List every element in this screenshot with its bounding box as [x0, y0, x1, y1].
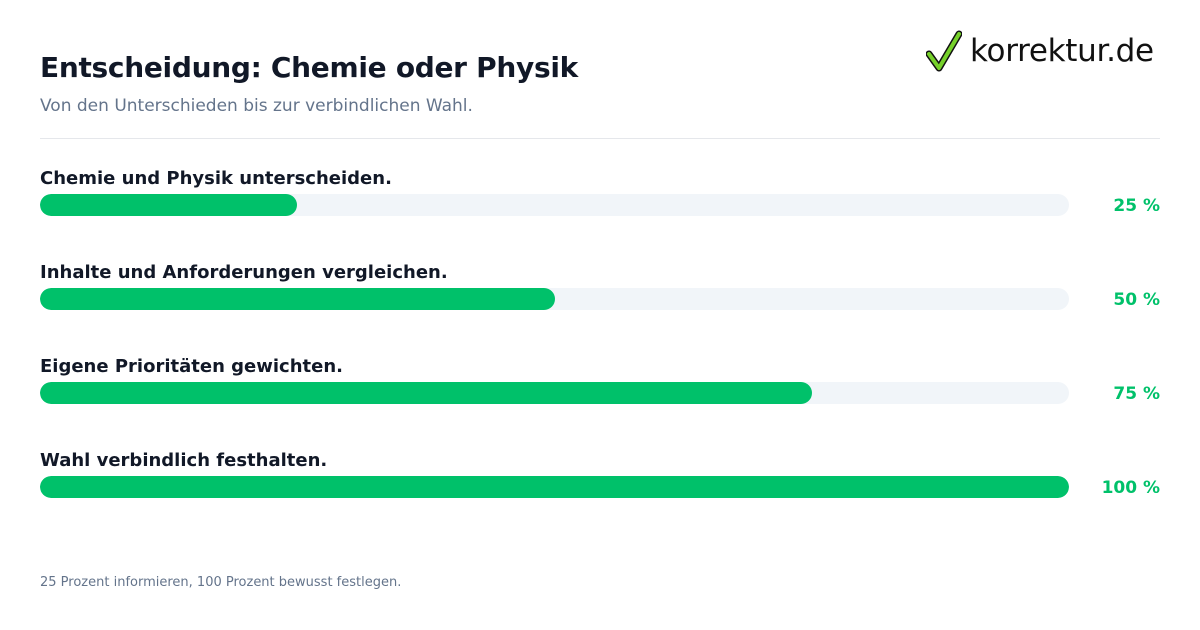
step-label: Eigene Prioritäten gewichten. [40, 356, 343, 377]
page-title: Entscheidung: Chemie oder Physik [40, 51, 578, 84]
step-label: Inhalte und Anforderungen vergleichen. [40, 262, 448, 283]
page-subtitle: Von den Unterschieden bis zur verbindlic… [40, 96, 473, 116]
progress-fill [40, 382, 812, 404]
progress-fill [40, 476, 1069, 498]
checkmark-icon [926, 30, 962, 72]
progress-step: Inhalte und Anforderungen vergleichen. 5… [40, 262, 1160, 322]
progress-fill [40, 288, 555, 310]
progress-step: Eigene Prioritäten gewichten. 75 % [40, 356, 1160, 416]
progress-percent: 100 % [1101, 478, 1160, 498]
progress-step: Wahl verbindlich festhalten. 100 % [40, 450, 1160, 510]
step-label: Chemie und Physik unterscheiden. [40, 168, 392, 189]
progress-fill [40, 194, 298, 216]
progress-percent: 50 % [1113, 290, 1160, 310]
progress-percent: 75 % [1113, 384, 1160, 404]
progress-track [40, 382, 1069, 404]
progress-track [40, 194, 1069, 216]
progress-track [40, 476, 1069, 498]
progress-track [40, 288, 1069, 310]
progress-percent: 25 % [1113, 196, 1160, 216]
brand-logo-text: korrektur.de [970, 33, 1154, 69]
progress-step: Chemie und Physik unterscheiden. 25 % [40, 168, 1160, 228]
footer-note: 25 Prozent informieren, 100 Prozent bewu… [40, 575, 402, 590]
header-divider [40, 138, 1160, 139]
brand-logo[interactable]: korrektur.de [926, 30, 1154, 72]
step-label: Wahl verbindlich festhalten. [40, 450, 328, 471]
